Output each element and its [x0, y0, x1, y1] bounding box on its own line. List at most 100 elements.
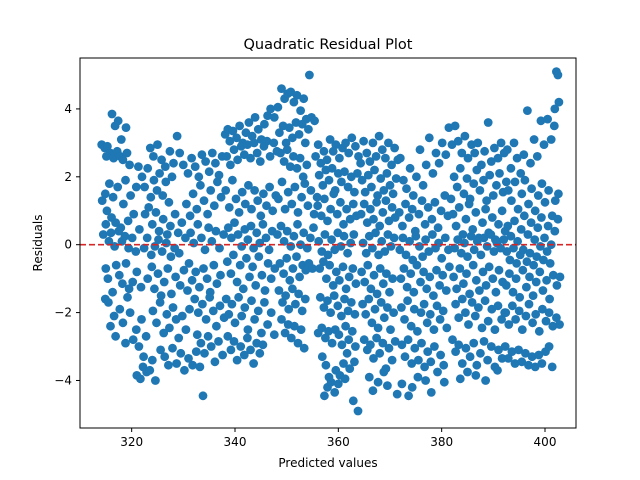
data-point	[205, 292, 215, 302]
data-point	[230, 318, 240, 328]
data-point	[304, 124, 313, 134]
data-point	[222, 257, 232, 267]
data-point	[190, 162, 200, 172]
data-point	[481, 204, 490, 214]
data-point	[483, 316, 493, 326]
data-point	[340, 294, 349, 304]
data-point	[195, 282, 204, 292]
y-tick-label: 4	[64, 102, 72, 116]
data-point	[292, 163, 302, 173]
data-point	[249, 243, 258, 253]
data-point	[413, 326, 422, 336]
data-point	[118, 279, 127, 289]
data-point	[306, 186, 316, 195]
data-point	[191, 347, 201, 356]
data-point	[203, 209, 213, 219]
data-point	[275, 259, 285, 268]
data-point	[206, 186, 216, 195]
data-point	[404, 391, 413, 401]
data-point	[153, 140, 162, 150]
data-point	[538, 286, 548, 295]
data-point	[317, 352, 327, 362]
data-point	[517, 357, 527, 367]
data-point	[375, 348, 385, 358]
data-point	[442, 323, 452, 333]
data-point	[374, 131, 384, 141]
data-point	[174, 248, 184, 258]
data-point	[317, 323, 327, 333]
data-point	[132, 267, 142, 277]
data-point	[262, 201, 271, 211]
data-point	[489, 247, 499, 256]
data-point	[233, 230, 243, 239]
data-point	[125, 160, 134, 170]
data-point	[155, 298, 165, 307]
data-point	[505, 255, 515, 265]
data-point	[149, 152, 158, 161]
y-tick-label: −2	[54, 306, 72, 320]
data-point	[382, 269, 391, 278]
data-point	[528, 318, 537, 328]
data-point	[337, 311, 346, 321]
y-tick-label: 0	[64, 238, 72, 252]
data-point	[465, 289, 474, 299]
data-point	[423, 203, 433, 212]
data-point	[131, 325, 141, 334]
data-point	[385, 287, 394, 297]
data-point	[176, 348, 186, 358]
data-point	[548, 321, 558, 331]
data-point	[111, 331, 120, 341]
data-point	[315, 292, 325, 302]
data-point	[359, 136, 368, 146]
data-point	[415, 145, 425, 155]
data-point	[160, 352, 170, 362]
data-point	[369, 354, 378, 363]
data-point	[129, 209, 139, 219]
data-point	[512, 259, 521, 268]
data-point	[368, 243, 377, 253]
data-point	[279, 157, 289, 166]
data-point	[521, 311, 531, 321]
data-point	[545, 294, 554, 304]
data-point	[341, 321, 350, 331]
data-point	[222, 152, 232, 161]
data-point	[302, 160, 312, 170]
data-point	[108, 192, 118, 202]
data-point	[269, 138, 279, 148]
data-point	[147, 355, 157, 365]
data-point	[356, 209, 366, 219]
data-point	[131, 247, 141, 256]
data-point	[320, 391, 329, 401]
data-point	[288, 133, 297, 143]
data-point	[198, 391, 208, 401]
data-point	[421, 235, 430, 245]
data-point	[502, 145, 512, 155]
data-point	[518, 245, 528, 255]
data-point	[124, 243, 133, 253]
data-point	[351, 279, 361, 289]
data-point	[412, 260, 422, 270]
data-point	[300, 294, 310, 304]
data-point	[158, 214, 168, 224]
data-point	[513, 204, 523, 214]
data-point	[224, 309, 234, 319]
data-point	[523, 106, 532, 115]
data-point	[487, 213, 497, 222]
data-point	[414, 209, 424, 219]
data-point	[404, 213, 414, 222]
data-point	[457, 294, 467, 304]
data-point	[546, 135, 556, 144]
data-point	[539, 140, 549, 150]
data-point	[530, 235, 540, 245]
data-point	[383, 303, 392, 312]
data-point	[415, 242, 424, 251]
data-point	[256, 211, 266, 221]
data-point	[441, 286, 451, 295]
data-point	[128, 335, 138, 345]
data-point	[449, 272, 458, 282]
data-point	[257, 328, 266, 338]
data-point	[494, 345, 503, 355]
data-point	[348, 396, 358, 406]
data-point	[232, 133, 242, 143]
data-point	[514, 306, 524, 316]
